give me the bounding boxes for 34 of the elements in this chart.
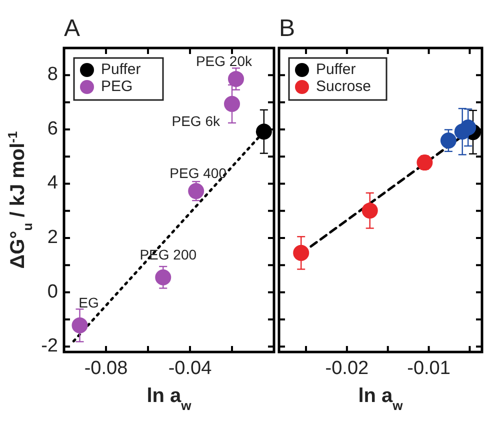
annotation: PEG 200 xyxy=(140,246,197,262)
y-tick-label: -2 xyxy=(41,336,58,357)
x-tick-label: -0.04 xyxy=(168,358,212,379)
y-tick-label: 2 xyxy=(47,227,58,248)
annotation: PEG 400 xyxy=(170,164,227,181)
point xyxy=(228,70,244,87)
annotation: PEG 6k xyxy=(172,112,221,129)
point xyxy=(460,120,476,136)
point xyxy=(188,183,204,200)
x-axis-title: ln a$_{w}$ xyxy=(358,385,404,412)
y-tick-label: 4 xyxy=(47,172,58,194)
point xyxy=(416,154,433,171)
point xyxy=(362,202,378,219)
y-tick-label: 6 xyxy=(47,118,58,140)
legend-label: Puffer xyxy=(101,60,141,78)
y-tick-label: 8 xyxy=(47,64,58,86)
legend-label: Puffer xyxy=(316,60,356,78)
y-tick-label: 0 xyxy=(47,281,58,302)
point xyxy=(224,96,240,112)
x-tick-label: -0.02 xyxy=(325,358,369,379)
point xyxy=(72,317,88,334)
point xyxy=(293,244,310,261)
point xyxy=(155,269,172,286)
point xyxy=(256,124,272,140)
chart-title: B xyxy=(279,15,296,42)
x-tick-label: -0.08 xyxy=(84,358,128,379)
legend-label: PEG xyxy=(101,78,133,95)
chart-title: A xyxy=(64,15,80,42)
annotation: PEG 20k xyxy=(196,52,253,69)
legend-label: Sucrose xyxy=(316,78,372,95)
x-axis-title: ln a$_{w}$ xyxy=(146,385,192,412)
point xyxy=(440,132,456,149)
annotation: EG xyxy=(78,294,99,310)
x-tick-label: -0.01 xyxy=(407,358,450,379)
